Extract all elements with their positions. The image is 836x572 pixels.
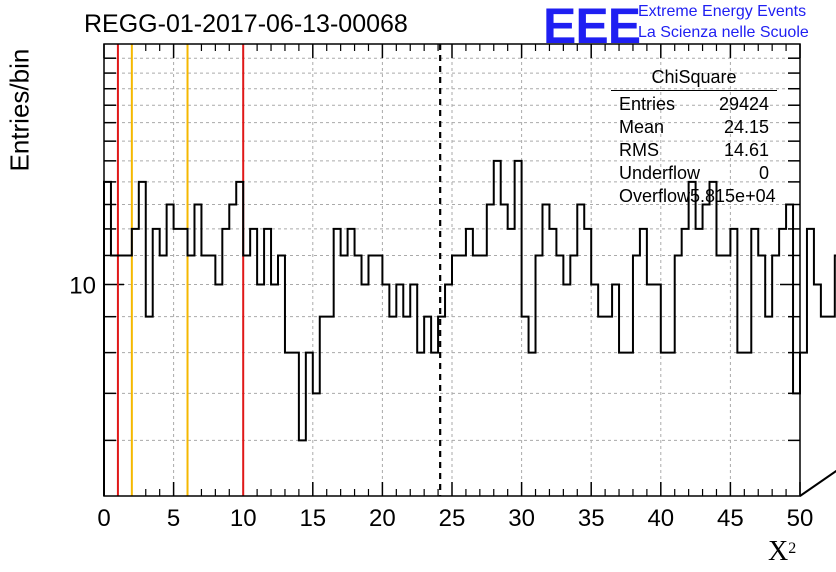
x-tick-label: 25 xyxy=(439,505,466,532)
stats-value: 14.61 xyxy=(723,140,769,160)
stats-row: RMS 14.61 xyxy=(611,139,777,162)
stats-row: Underflow 0 xyxy=(611,162,777,185)
stats-rows: Entries 29424 Mean 24.15 RMS 14.61 Underflow 0 O… xyxy=(611,93,777,208)
x-tick-label: 15 xyxy=(299,505,326,532)
stats-label: Entries xyxy=(619,94,676,114)
stats-row: Mean 24.15 xyxy=(611,116,777,139)
x-tick-label: 10 xyxy=(230,505,257,532)
x-tick-label: 20 xyxy=(369,505,396,532)
stats-value: 29424 xyxy=(718,94,769,114)
stats-label: Overflow xyxy=(619,186,691,206)
stats-row: Overflow 5.815e+04 xyxy=(611,185,777,208)
x-tick-label: 0 xyxy=(97,505,110,532)
stats-label: Mean xyxy=(619,117,665,137)
logo-mark: EEE xyxy=(543,0,641,54)
logo-text-line1: Extreme Energy Events xyxy=(638,3,807,20)
chart-title: REGG-01-2017-06-13-00068 xyxy=(84,10,408,38)
stats-value: 24.15 xyxy=(723,117,769,137)
x-tick-label: 30 xyxy=(508,505,535,532)
stats-box: ChiSquare Entries 29424 Mean 24.15 RMS 14.61 U… xyxy=(611,67,777,208)
reference-lines xyxy=(116,44,245,496)
stats-value: 5.815e+04 xyxy=(690,186,776,206)
y-tick-label: 10 xyxy=(69,273,96,300)
plot-frame xyxy=(103,43,801,497)
x-axis-label: X2 xyxy=(768,536,797,567)
stats-row: Entries 29424 xyxy=(611,93,777,116)
x-tick-label: 40 xyxy=(647,505,674,532)
x-tick-label: 45 xyxy=(717,505,744,532)
x-tick-label: 5 xyxy=(167,505,180,532)
y-axis-label: Entries/bin xyxy=(4,48,35,172)
tick-labels: 0 5 10 15 20 25 30 35 40 45 50 10 xyxy=(69,273,813,532)
stats-title: ChiSquare xyxy=(611,67,777,91)
x-tick-label: 35 xyxy=(578,505,605,532)
histogram-step-line xyxy=(103,159,836,497)
stats-label: RMS xyxy=(619,140,659,160)
stats-label: Underflow xyxy=(619,163,701,183)
logo-text-line2: La Scienza nelle Scuole xyxy=(638,24,809,41)
x-tick-label: 50 xyxy=(787,505,814,532)
stats-value: 0 xyxy=(758,163,769,183)
